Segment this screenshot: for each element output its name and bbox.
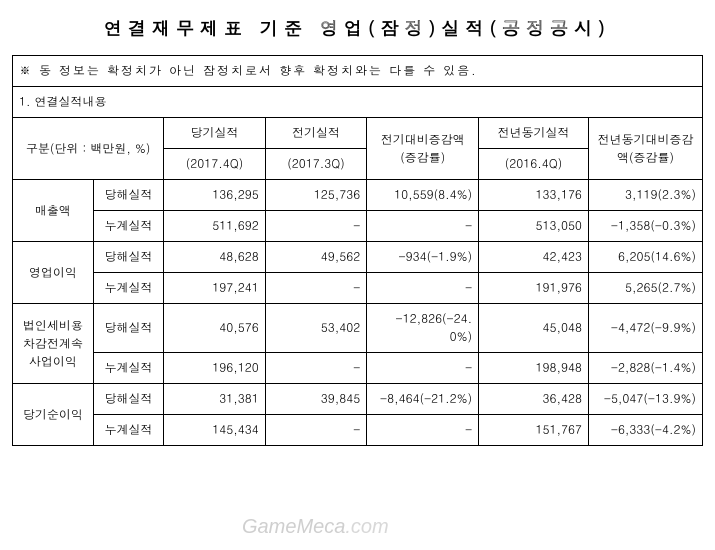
cell-current: 197,241 <box>164 273 266 304</box>
cell-yoy_actual: 191,976 <box>479 273 589 304</box>
cell-yoy_actual: 513,050 <box>479 211 589 242</box>
cell-yoy_actual: 198,948 <box>479 353 589 384</box>
cell-current: 48,628 <box>164 242 266 273</box>
hdr-category: 구분(단위 : 백만원, %) <box>13 118 164 180</box>
table-row: 누계실적196,120--198,948-2,828(-1.4%) <box>13 353 703 384</box>
cell-qoq: -934(-1.9%) <box>367 242 479 273</box>
cell-qoq: -8,464(-21.2%) <box>367 384 479 415</box>
row-label: 당해실적 <box>93 384 163 415</box>
hdr-yoy-change: 전년동기대비증감액(증감률) <box>588 118 702 180</box>
cell-yoy_actual: 151,767 <box>479 415 589 446</box>
table-row: 당기순이익당해실적31,38139,845-8,464(-21.2%)36,42… <box>13 384 703 415</box>
table-row: 누계실적145,434--151,767-6,333(-4.2%) <box>13 415 703 446</box>
cell-yoy_actual: 42,423 <box>479 242 589 273</box>
cell-prev: 49,562 <box>265 242 367 273</box>
table-row: 법인세비용차감전계속사업이익당해실적40,57653,402-12,826(-2… <box>13 304 703 353</box>
cell-qoq: - <box>367 415 479 446</box>
row-label: 당해실적 <box>93 242 163 273</box>
cell-prev: 125,736 <box>265 180 367 211</box>
row-label: 누계실적 <box>93 353 163 384</box>
header-row-1: 구분(단위 : 백만원, %) 당기실적 전기실적 전기대비증감액(증감률) 전… <box>13 118 703 149</box>
watermark-text: GameMeca <box>242 516 345 538</box>
cell-qoq: - <box>367 211 479 242</box>
hdr-prev-sub: (2017.3Q) <box>265 149 367 180</box>
cell-yoy_change: -6,333(-4.2%) <box>588 415 702 446</box>
cell-yoy_change: -5,047(-13.9%) <box>588 384 702 415</box>
cell-prev: 39,845 <box>265 384 367 415</box>
table-row: 누계실적197,241--191,9765,265(2.7%) <box>13 273 703 304</box>
watermark: GameMeca.com <box>242 516 389 539</box>
cell-qoq: 10,559(8.4%) <box>367 180 479 211</box>
hdr-current-top: 당기실적 <box>164 118 266 149</box>
cell-prev: - <box>265 415 367 446</box>
cell-yoy_change: -4,472(-9.9%) <box>588 304 702 353</box>
hdr-current-sub: (2017.4Q) <box>164 149 266 180</box>
cell-yoy_actual: 45,048 <box>479 304 589 353</box>
hdr-prev-top: 전기실적 <box>265 118 367 149</box>
cell-current: 136,295 <box>164 180 266 211</box>
page-title: 연결재무제표 기준 영업(잠정)실적(공정공시) <box>12 16 703 41</box>
cell-qoq: - <box>367 353 479 384</box>
row-label: 누계실적 <box>93 211 163 242</box>
row-label: 누계실적 <box>93 273 163 304</box>
section-heading: 1. 연결실적내용 <box>13 87 703 118</box>
section-heading-row: 1. 연결실적내용 <box>13 87 703 118</box>
cell-prev: - <box>265 353 367 384</box>
metric-name: 당기순이익 <box>13 384 94 446</box>
cell-qoq: -12,826(-24.0%) <box>367 304 479 353</box>
row-label: 당해실적 <box>93 180 163 211</box>
cell-current: 40,576 <box>164 304 266 353</box>
table-row: 매출액당해실적136,295125,73610,559(8.4%)133,176… <box>13 180 703 211</box>
cell-yoy_change: 6,205(14.6%) <box>588 242 702 273</box>
hdr-qoq: 전기대비증감액(증감률) <box>367 118 479 180</box>
metric-name: 법인세비용차감전계속사업이익 <box>13 304 94 384</box>
cell-yoy_change: 5,265(2.7%) <box>588 273 702 304</box>
cell-yoy_change: -1,358(-0.3%) <box>588 211 702 242</box>
cell-current: 31,381 <box>164 384 266 415</box>
row-label: 당해실적 <box>93 304 163 353</box>
table-row: 영업이익당해실적48,62849,562-934(-1.9%)42,4236,2… <box>13 242 703 273</box>
hdr-yoy-actual-top: 전년동기실적 <box>479 118 589 149</box>
notice-row: ※ 동 정보는 확정치가 아닌 잠정치로서 향후 확정치와는 다를 수 있음. <box>13 56 703 87</box>
cell-qoq: - <box>367 273 479 304</box>
cell-current: 511,692 <box>164 211 266 242</box>
cell-yoy_change: 3,119(2.3%) <box>588 180 702 211</box>
cell-yoy_change: -2,828(-1.4%) <box>588 353 702 384</box>
metric-name: 영업이익 <box>13 242 94 304</box>
financials-table: ※ 동 정보는 확정치가 아닌 잠정치로서 향후 확정치와는 다를 수 있음. … <box>12 55 703 446</box>
table-row: 누계실적511,692--513,050-1,358(-0.3%) <box>13 211 703 242</box>
hdr-yoy-actual-sub: (2016.4Q) <box>479 149 589 180</box>
cell-prev: 53,402 <box>265 304 367 353</box>
cell-prev: - <box>265 211 367 242</box>
notice-text: ※ 동 정보는 확정치가 아닌 잠정치로서 향후 확정치와는 다를 수 있음. <box>13 56 703 87</box>
cell-current: 196,120 <box>164 353 266 384</box>
watermark-suffix: .com <box>345 516 388 538</box>
cell-current: 145,434 <box>164 415 266 446</box>
cell-yoy_actual: 36,428 <box>479 384 589 415</box>
cell-prev: - <box>265 273 367 304</box>
cell-yoy_actual: 133,176 <box>479 180 589 211</box>
row-label: 누계실적 <box>93 415 163 446</box>
metric-name: 매출액 <box>13 180 94 242</box>
